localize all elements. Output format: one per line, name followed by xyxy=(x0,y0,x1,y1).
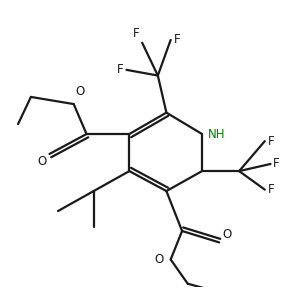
Text: O: O xyxy=(222,228,231,241)
Text: F: F xyxy=(173,33,180,46)
Text: F: F xyxy=(268,135,274,148)
Text: F: F xyxy=(133,27,139,40)
Text: O: O xyxy=(154,253,164,266)
Text: F: F xyxy=(117,63,124,76)
Text: NH: NH xyxy=(208,128,225,141)
Text: F: F xyxy=(268,183,274,196)
Text: O: O xyxy=(75,85,84,98)
Text: O: O xyxy=(37,156,47,168)
Text: F: F xyxy=(273,158,280,170)
